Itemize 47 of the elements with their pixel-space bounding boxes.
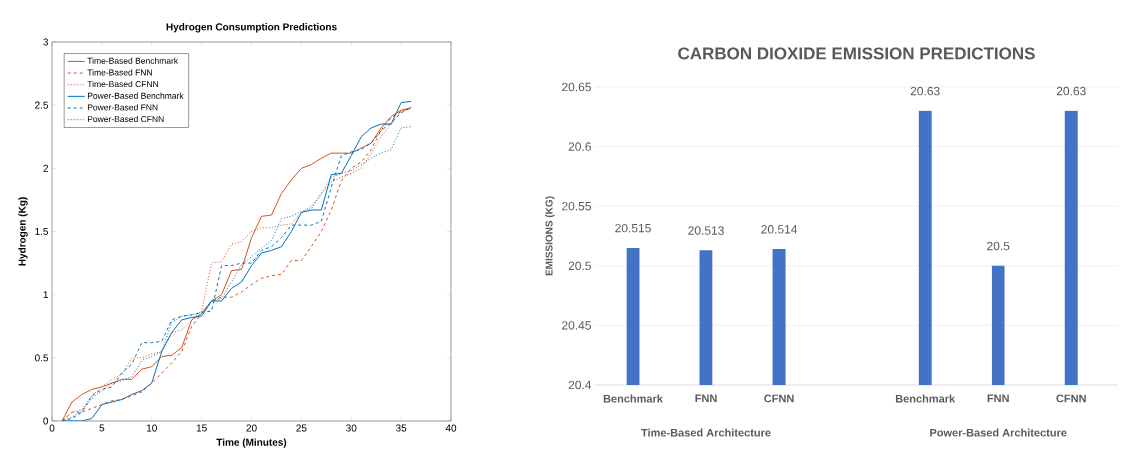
legend-label: Power-Based CFNN [87, 115, 164, 123]
y-tick-label: 20.65 [562, 82, 591, 92]
chart-title: CARBON DIOXIDE EMISSION PREDICTIONS [678, 47, 1035, 60]
text: Time-Based Architecture [641, 428, 771, 437]
x-axis-title: Time (Minutes) [216, 438, 287, 448]
x-tick-label: Benchmark [603, 394, 663, 403]
y-tick-label: 3 [43, 38, 49, 46]
y-tick-label: 1.5 [35, 227, 49, 235]
text: Power-Based Architecture [930, 428, 1067, 437]
y-axis-title: EMISSIONS (KG) [545, 196, 555, 276]
y-tick-label: 0 [43, 417, 49, 425]
y-tick-label: 1 [43, 291, 48, 299]
x-tick-label: 0 [49, 424, 55, 432]
legend-label: Time-Based FNN [87, 69, 152, 76]
x-tick-label: 30 [346, 424, 357, 432]
x-tick-label: FNN [695, 394, 717, 403]
x-tick-label: CFNN [764, 394, 794, 403]
y-tick-label: 2.5 [35, 101, 49, 109]
y-tick-label: 20.5 [568, 261, 591, 271]
legend-label: Time-Based CFNN [87, 80, 159, 88]
x-tick-label: 25 [296, 424, 307, 432]
data-label: 20.63 [910, 86, 940, 96]
legend-label: Power-Based FNN [87, 104, 158, 111]
data-label: 20.514 [761, 225, 798, 234]
x-tick-label: 20 [246, 424, 257, 432]
y-tick-label: 2 [43, 164, 48, 172]
legend-label: Time-Based Benchmark [87, 57, 179, 64]
x-tick-label: CFNN [1056, 394, 1086, 403]
data-label: 20.513 [688, 226, 724, 235]
x-tick-label: 35 [395, 424, 407, 432]
x-tick-label: Benchmark [895, 394, 956, 403]
legend-label: Power-Based Benchmark [87, 92, 184, 99]
data-label: 20.63 [1056, 86, 1086, 96]
y-tick-label: 20.55 [562, 201, 591, 211]
y-tick-label: 20.45 [562, 321, 591, 330]
data-label: 20.5 [987, 241, 1010, 251]
x-tick-label: 5 [99, 424, 105, 432]
chart-title: Hydrogen Consumption Predictions [166, 23, 337, 33]
y-tick-label: 20.4 [568, 380, 592, 390]
x-tick-label: 15 [196, 424, 207, 432]
x-tick-label: 40 [445, 424, 457, 432]
data-label: 20.515 [615, 223, 651, 233]
x-tick-label: 10 [146, 424, 157, 432]
y-tick-label: 20.6 [568, 142, 591, 151]
y-axis-title: Hydrogen (Kg) [18, 197, 28, 266]
y-tick-label: 0.5 [34, 354, 49, 362]
x-tick-label: FNN [987, 394, 1009, 403]
